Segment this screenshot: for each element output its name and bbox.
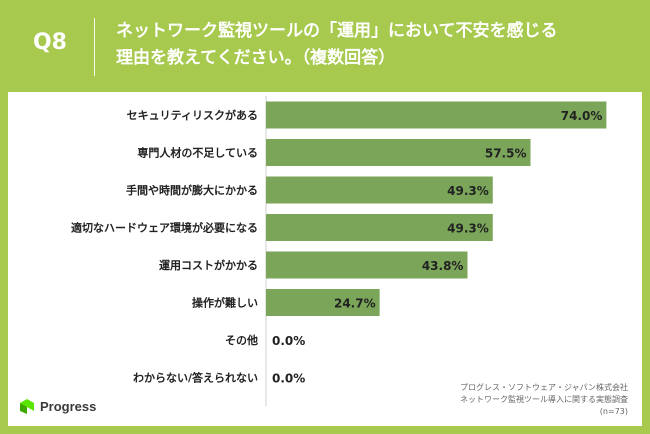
value-label: 0.0%: [272, 334, 305, 348]
question-title-line1: ネットワーク監視ツールの「運用」において不安を感じる: [116, 21, 558, 41]
source-line2: ネットワーク監視ツール導入に関する実態調査: [460, 395, 628, 404]
bar: [266, 289, 380, 316]
value-label: 24.7%: [334, 297, 376, 311]
category-label: 手間や時間が膨大にかかる: [126, 183, 258, 197]
progress-logo-icon: [20, 399, 34, 414]
value-label: 49.3%: [447, 184, 489, 198]
category-label: 操作が難しい: [192, 296, 258, 310]
category-label: その他: [225, 333, 258, 347]
bar: [266, 139, 531, 166]
chart-panel: セキュリティリスクがある 74.0% 専門人材の不足している 57.5% 手間や時間が膨…: [8, 92, 642, 426]
category-label: セキュリティリスクがある: [127, 108, 258, 122]
header: Q8 ネットワーク監視ツールの「運用」において不安を感じる 理由を教えてください…: [0, 0, 650, 90]
value-label: 74.0%: [561, 109, 603, 123]
category-label: 運用コストがかかる: [159, 258, 258, 272]
question-title-line2: 理由を教えてください。（複数回答）: [116, 48, 396, 68]
question-label: Q8: [32, 30, 67, 55]
category-label: わからない/答えられない: [133, 371, 258, 385]
source-note: プログレス・ソフトウェア・ジャパン株式会社 ネットワーク監視ツール導入に関する実…: [368, 382, 628, 418]
bar: [266, 214, 493, 241]
source-line3: (n=73): [599, 407, 628, 416]
progress-logo: Progress: [18, 396, 96, 416]
value-label: 57.5%: [485, 147, 527, 161]
progress-logo-text: Progress: [40, 398, 97, 414]
value-label: 0.0%: [272, 372, 305, 386]
bar: [266, 251, 468, 279]
source-line1: プログレス・ソフトウェア・ジャパン株式会社: [460, 383, 628, 392]
header-divider: [94, 18, 95, 76]
value-label: 49.3%: [447, 222, 489, 236]
category-label: 適切なハードウェア環境が必要になる: [71, 221, 258, 235]
bar: [266, 176, 493, 204]
category-label: 専門人材の不足している: [137, 146, 258, 160]
bar-chart: セキュリティリスクがある 74.0% 専門人材の不足している 57.5% 手間や時間が膨…: [71, 96, 607, 406]
question-title: ネットワーク監視ツールの「運用」において不安を感じる 理由を教えてください。（複…: [116, 18, 636, 72]
bar: [266, 101, 607, 129]
value-label: 43.8%: [422, 259, 464, 273]
